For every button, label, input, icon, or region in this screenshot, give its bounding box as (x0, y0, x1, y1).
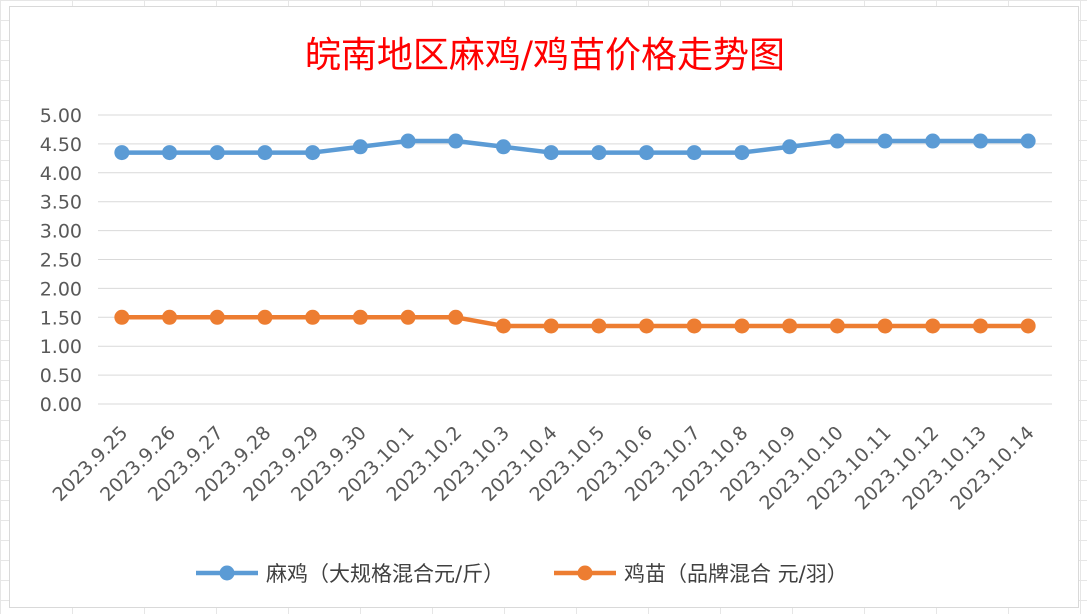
data-point (829, 318, 845, 334)
data-point (400, 309, 416, 325)
legend-item-2: 鸡苗（品牌混合 元/羽） (554, 562, 848, 586)
data-point (877, 133, 893, 149)
data-point (400, 133, 416, 149)
data-point (829, 133, 845, 149)
data-point (257, 309, 273, 325)
data-point (305, 309, 321, 325)
y-axis-ticks: 0.00 0.50 1.00 1.50 2.00 2.50 3.00 3.50 4.00 4.50… (40, 105, 82, 416)
y-tick-label: 2.00 (40, 278, 82, 300)
y-tick-label: 2.50 (40, 250, 82, 272)
chart-container[interactable]: 皖南地区麻鸡/鸡苗价格走势图 0.00 0.50 1.00 1.50 2.00 2.50 3… (9, 6, 1079, 608)
data-point (162, 145, 178, 161)
legend-item-1: 麻鸡（大规格混合元/斤） (196, 562, 504, 586)
data-point (209, 145, 225, 161)
data-point (639, 145, 655, 161)
data-point (782, 318, 798, 334)
data-point (1020, 133, 1036, 149)
y-tick-label: 5.00 (40, 105, 82, 127)
y-tick-label: 4.50 (40, 134, 82, 156)
chart-title: 皖南地区麻鸡/鸡苗价格走势图 (305, 35, 785, 76)
gridlines (98, 114, 1052, 405)
data-point (543, 318, 559, 334)
data-point (114, 145, 130, 161)
data-point (734, 318, 750, 334)
data-point (448, 133, 464, 149)
data-point (448, 309, 464, 325)
y-tick-label: 0.50 (40, 365, 82, 387)
data-point (495, 318, 511, 334)
data-point (352, 139, 368, 155)
data-point (257, 145, 273, 161)
data-point (734, 145, 750, 161)
y-tick-label: 1.00 (40, 336, 82, 358)
legend: 麻鸡（大规格混合元/斤） 鸡苗（品牌混合 元/羽） (196, 562, 848, 586)
y-tick-label: 4.00 (40, 163, 82, 185)
x-axis-ticks: 2023.9.252023.9.262023.9.272023.9.282023… (48, 422, 1038, 514)
line-chart: 皖南地区麻鸡/鸡苗价格走势图 0.00 0.50 1.00 1.50 2.00 2.50 3… (40, 35, 1052, 586)
data-point (591, 145, 607, 161)
data-point (305, 145, 321, 161)
legend-label: 麻鸡（大规格混合元/斤） (266, 562, 504, 586)
data-point (162, 309, 178, 325)
data-point (639, 318, 655, 334)
y-tick-label: 3.50 (40, 192, 82, 214)
data-point (114, 309, 130, 325)
y-tick-label: 1.50 (40, 307, 82, 329)
data-point (972, 318, 988, 334)
y-tick-label: 0.00 (40, 394, 82, 416)
legend-marker (577, 565, 593, 581)
legend-label: 鸡苗（品牌混合 元/羽） (624, 562, 848, 586)
data-point (686, 145, 702, 161)
data-point (925, 133, 941, 149)
data-point (925, 318, 941, 334)
series-lines (114, 133, 1036, 334)
data-point (877, 318, 893, 334)
data-point (209, 309, 225, 325)
data-point (972, 133, 988, 149)
series-line-2 (121, 315, 1029, 329)
y-tick-label: 3.00 (40, 221, 82, 243)
data-point (686, 318, 702, 334)
data-point (591, 318, 607, 334)
data-point (1020, 318, 1036, 334)
data-point (782, 139, 798, 155)
legend-marker (219, 565, 235, 581)
data-point (495, 139, 511, 155)
data-point (543, 145, 559, 161)
series-line-1 (121, 138, 1029, 155)
data-point (352, 309, 368, 325)
